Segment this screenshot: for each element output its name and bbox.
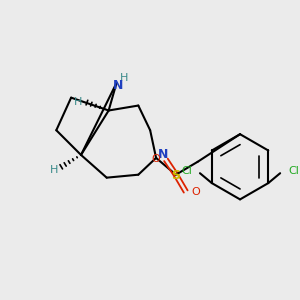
Text: N: N xyxy=(113,79,124,92)
Text: Cl: Cl xyxy=(288,166,299,176)
Text: O: O xyxy=(151,154,160,164)
Text: Cl: Cl xyxy=(181,166,192,176)
Text: H: H xyxy=(74,97,82,106)
Text: O: O xyxy=(192,188,200,197)
Text: H: H xyxy=(120,73,129,83)
Text: H: H xyxy=(50,165,58,175)
Text: N: N xyxy=(158,148,168,161)
Text: S: S xyxy=(171,169,180,182)
